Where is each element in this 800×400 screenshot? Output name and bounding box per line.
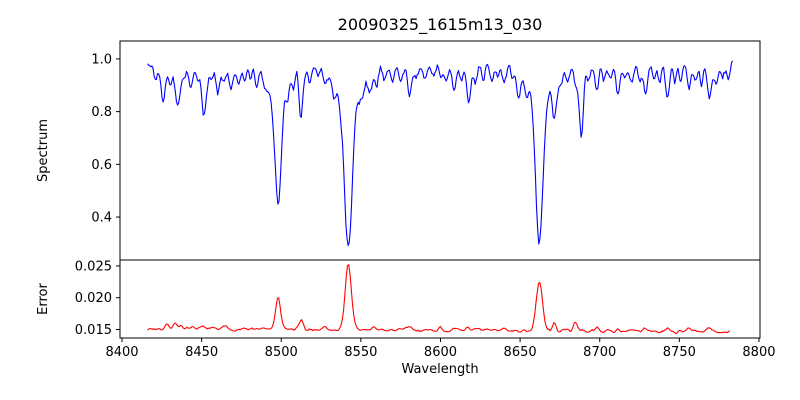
- wavelength-x-axis-label: Wavelength: [401, 362, 478, 377]
- spectrum-y-axis-label: Spectrum: [36, 119, 51, 182]
- chart-layer: 1.0 0.8 0.6 0.4 0.025 0.020 0.015 8400 8450 8500 8…: [75, 40, 776, 360]
- error-y-axis-label: Error: [36, 283, 51, 315]
- x-tick-label: 8500: [265, 345, 298, 360]
- y-tick-label: 0.4: [91, 211, 112, 226]
- x-tick-label: 8600: [424, 345, 457, 360]
- y-tick-label: 0.020: [75, 291, 112, 306]
- plot-title: 20090325_1615m13_030: [338, 15, 543, 35]
- spectrum-curve: [147, 60, 734, 247]
- x-tick-label: 8400: [105, 345, 138, 360]
- x-tick-label: 8750: [663, 345, 696, 360]
- error-curve: [147, 264, 730, 335]
- x-tick-label: 8800: [742, 345, 775, 360]
- error-axes-box: [119, 259, 761, 339]
- y-tick-label: 0.8: [91, 105, 112, 120]
- y-tick-label: 1.0: [91, 52, 112, 67]
- x-tick-label: 8550: [344, 345, 377, 360]
- x-tick-label: 8650: [504, 345, 537, 360]
- x-tick-label: 8450: [185, 345, 218, 360]
- y-tick-label: 0.6: [91, 158, 112, 173]
- y-tick-label: 0.025: [75, 259, 112, 274]
- y-tick-label: 0.015: [75, 323, 112, 338]
- x-tick-label: 8700: [583, 345, 616, 360]
